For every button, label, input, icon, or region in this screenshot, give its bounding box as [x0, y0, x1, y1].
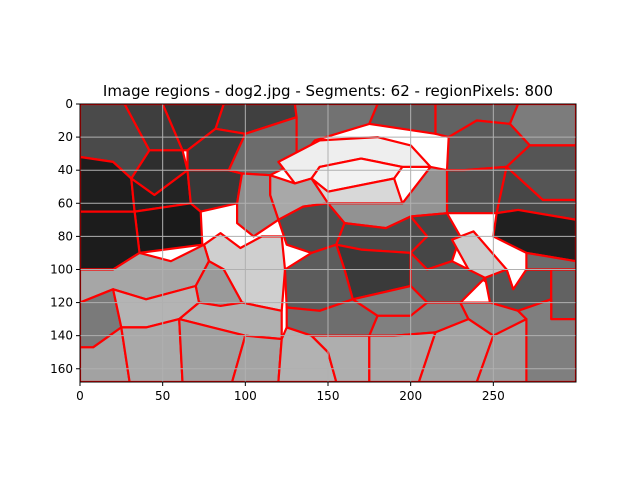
region-37 [550, 268, 576, 321]
y-tick-label: 40 [58, 163, 73, 177]
y-tick-label: 160 [50, 362, 73, 376]
y-tick-label: 140 [50, 329, 73, 343]
x-tick-label: 250 [482, 389, 505, 403]
x-axis: 0 50 100 150 200 250 [76, 382, 505, 403]
x-tick-label: 150 [317, 389, 340, 403]
y-tick-label: 60 [58, 196, 73, 210]
region-57 [475, 318, 528, 382]
region-13 [293, 104, 379, 163]
region-52 [231, 334, 283, 382]
y-tick-label: 120 [50, 296, 73, 310]
x-tick-label: 50 [155, 389, 170, 403]
y-tick-label: 80 [58, 229, 73, 243]
x-tick-label: 200 [399, 389, 422, 403]
region-14 [368, 104, 437, 135]
x-tick-label: 100 [234, 389, 257, 403]
region-27 [236, 172, 280, 238]
x-tick-label: 0 [76, 389, 84, 403]
region-11 [186, 169, 244, 213]
y-tick-label: 20 [58, 130, 73, 144]
y-tick-label: 100 [50, 262, 73, 276]
y-axis: 0 20 40 60 80 100 120 140 160 [50, 97, 80, 376]
y-tick-label: 0 [65, 97, 73, 111]
image-regions [80, 104, 576, 382]
region-7 [133, 202, 204, 254]
region-50 [120, 318, 184, 382]
chart-title: Image regions - dog2.jpg - Segments: 62 … [103, 82, 553, 100]
